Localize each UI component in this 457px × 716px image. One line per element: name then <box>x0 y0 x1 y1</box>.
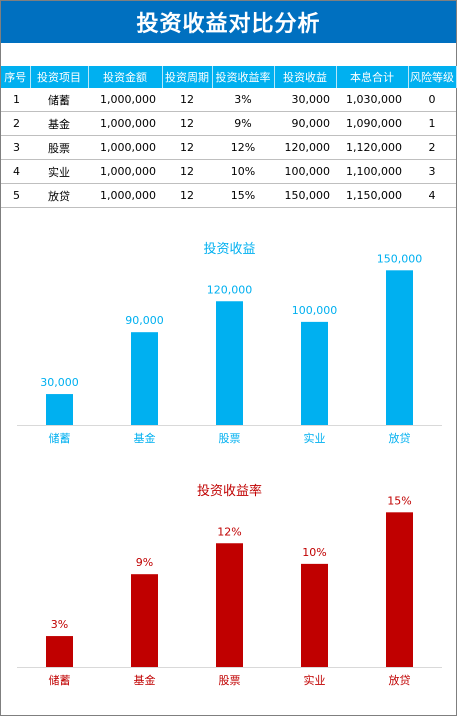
cell-index: 3 <box>1 135 30 160</box>
table-row: 2 基金 1,000,000 12 9% 90,000 1,090,000 1 <box>1 111 456 136</box>
cell-index: 5 <box>1 183 30 208</box>
return-data-label-3: 120,000 <box>207 283 253 296</box>
table-row: 4 实业 1,000,000 12 10% 100,000 1,100,000 … <box>1 159 456 184</box>
cell-return: 90,000 <box>274 111 336 136</box>
return-bar-4 <box>301 321 328 425</box>
header-index: 序号 <box>1 66 31 88</box>
cell-period: 12 <box>162 88 212 112</box>
cell-amount: 1,000,000 <box>88 135 162 160</box>
cell-rate: 10% <box>212 159 274 184</box>
table-row: 1 储蓄 1,000,000 12 3% 30,000 1,030,000 0 <box>1 88 456 112</box>
cell-index: 4 <box>1 159 30 184</box>
return-data-label-1: 30,000 <box>40 376 79 389</box>
rate-data-label-3: 12% <box>217 525 241 538</box>
cell-risk: 3 <box>408 159 456 184</box>
cell-project: 股票 <box>30 135 88 160</box>
cell-return: 100,000 <box>274 159 336 184</box>
investment-table: 序号 投资项目 投资金额 投资周期 投资收益率 投资收益 本息合计 风险等级 1… <box>1 66 457 208</box>
rate-chart-svg: 投资收益率 3% 储蓄 9% 基金 12% 股票 10% 实业 15% 放贷 <box>17 483 442 687</box>
rate-data-label-2: 9% <box>136 556 153 569</box>
table-header-row: 序号 投资项目 投资金额 投资周期 投资收益率 投资收益 本息合计 风险等级 <box>1 66 457 88</box>
cell-index: 1 <box>1 88 30 112</box>
rate-bar-4 <box>301 563 328 667</box>
cell-project: 实业 <box>30 159 88 184</box>
cell-period: 12 <box>162 183 212 208</box>
cell-total: 1,120,000 <box>336 135 408 160</box>
header-project: 投资项目 <box>30 66 89 88</box>
cell-period: 12 <box>162 159 212 184</box>
rate-bar-5 <box>386 512 413 667</box>
cell-return: 120,000 <box>274 135 336 160</box>
header-rate: 投资收益率 <box>212 66 275 88</box>
return-chart: 投资收益 30,000 储蓄 90,000 基金 120,000 股票 100,000 实业 15… <box>1 228 456 450</box>
rate-chart-title: 投资收益率 <box>197 483 262 499</box>
return-bar-1 <box>46 394 73 425</box>
return-category-label-4: 实业 <box>304 431 326 445</box>
rate-bar-3 <box>216 543 243 667</box>
cell-total: 1,090,000 <box>336 111 408 136</box>
rate-category-label-2: 基金 <box>134 673 156 687</box>
rate-category-label-5: 放贷 <box>389 673 411 687</box>
cell-period: 12 <box>162 135 212 160</box>
cell-amount: 1,000,000 <box>88 183 162 208</box>
header-period: 投资周期 <box>162 66 213 88</box>
cell-risk: 0 <box>408 88 456 112</box>
rate-category-label-3: 股票 <box>219 674 241 687</box>
header-risk: 风险等级 <box>408 66 457 88</box>
header-total: 本息合计 <box>336 66 409 88</box>
return-chart-title: 投资收益 <box>203 241 255 257</box>
rate-data-label-4: 10% <box>302 546 326 559</box>
cell-total: 1,150,000 <box>336 183 408 208</box>
cell-amount: 1,000,000 <box>88 159 162 184</box>
cell-index: 2 <box>1 111 30 136</box>
cell-return: 30,000 <box>274 88 336 112</box>
cell-rate: 9% <box>212 111 274 136</box>
cell-risk: 1 <box>408 111 456 136</box>
cell-period: 12 <box>162 111 212 136</box>
rate-data-label-5: 15% <box>387 494 411 507</box>
return-category-label-3: 股票 <box>219 432 241 445</box>
return-bar-5 <box>386 270 413 425</box>
cell-rate: 15% <box>212 183 274 208</box>
cell-amount: 1,000,000 <box>88 88 162 112</box>
cell-total: 1,030,000 <box>336 88 408 112</box>
cell-project: 储蓄 <box>30 88 88 112</box>
cell-amount: 1,000,000 <box>88 111 162 136</box>
rate-bar-1 <box>46 636 73 667</box>
cell-return: 150,000 <box>274 183 336 208</box>
cell-total: 1,100,000 <box>336 159 408 184</box>
table-row: 5 放贷 1,000,000 12 15% 150,000 1,150,000 … <box>1 183 456 208</box>
return-data-label-4: 100,000 <box>292 304 338 317</box>
page-title: 投资收益对比分析 <box>1 1 456 43</box>
return-category-label-5: 放贷 <box>389 431 411 445</box>
rate-bar-2 <box>131 574 158 667</box>
cell-project: 基金 <box>30 111 88 136</box>
return-data-label-2: 90,000 <box>125 314 164 327</box>
cell-project: 放贷 <box>30 183 88 208</box>
rate-category-label-4: 实业 <box>304 673 326 687</box>
rate-category-label-1: 储蓄 <box>49 673 71 687</box>
return-chart-svg: 投资收益 30,000 储蓄 90,000 基金 120,000 股票 100,000 实业 15… <box>17 241 442 445</box>
rate-chart: 投资收益率 3% 储蓄 9% 基金 12% 股票 10% 实业 15% 放贷 <box>1 470 456 692</box>
cell-rate: 12% <box>212 135 274 160</box>
return-category-label-2: 基金 <box>134 431 156 445</box>
header-amount: 投资金额 <box>88 66 163 88</box>
table-row: 3 股票 1,000,000 12 12% 120,000 1,120,000 … <box>1 135 456 160</box>
return-data-label-5: 150,000 <box>377 252 423 265</box>
return-bar-3 <box>216 301 243 425</box>
cell-risk: 4 <box>408 183 456 208</box>
cell-rate: 3% <box>212 88 274 112</box>
return-category-label-1: 储蓄 <box>49 431 71 445</box>
rate-data-label-1: 3% <box>51 618 68 631</box>
header-return: 投资收益 <box>274 66 337 88</box>
return-bar-2 <box>131 332 158 425</box>
cell-risk: 2 <box>408 135 456 160</box>
